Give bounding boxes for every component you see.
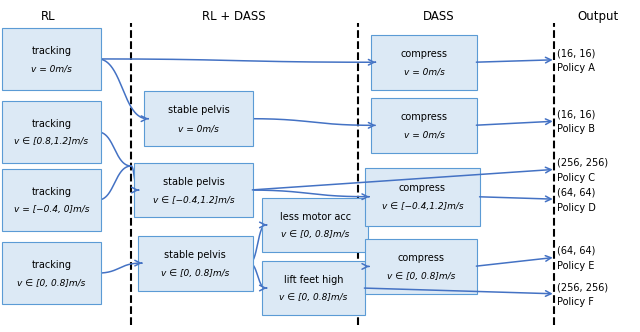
FancyBboxPatch shape bbox=[371, 98, 477, 153]
Text: compress: compress bbox=[401, 112, 447, 122]
Text: v ∈ [0.8,1.2]m/s: v ∈ [0.8,1.2]m/s bbox=[15, 137, 88, 146]
Text: v = [−0.4, 0]m/s: v = [−0.4, 0]m/s bbox=[14, 206, 89, 214]
Text: Policy E: Policy E bbox=[557, 261, 594, 271]
FancyBboxPatch shape bbox=[2, 242, 101, 304]
Text: v = 0m/s: v = 0m/s bbox=[404, 68, 444, 77]
Text: v ∈ [0, 0.8]m/s: v ∈ [0, 0.8]m/s bbox=[280, 293, 348, 302]
FancyBboxPatch shape bbox=[262, 198, 368, 252]
Text: DASS: DASS bbox=[422, 10, 454, 23]
Text: less motor acc: less motor acc bbox=[280, 211, 351, 222]
Text: stable pelvis: stable pelvis bbox=[168, 105, 229, 116]
Text: Policy C: Policy C bbox=[557, 173, 595, 183]
Text: RL: RL bbox=[41, 10, 55, 23]
Text: stable pelvis: stable pelvis bbox=[163, 177, 225, 187]
Text: tracking: tracking bbox=[31, 119, 72, 129]
Text: (64, 64): (64, 64) bbox=[557, 246, 595, 256]
Text: (16, 16): (16, 16) bbox=[557, 48, 595, 58]
Text: v ∈ [0, 0.8]m/s: v ∈ [0, 0.8]m/s bbox=[281, 230, 349, 239]
Text: v = 0m/s: v = 0m/s bbox=[404, 131, 444, 140]
Text: tracking: tracking bbox=[31, 187, 72, 197]
Text: (16, 16): (16, 16) bbox=[557, 110, 595, 120]
FancyBboxPatch shape bbox=[371, 35, 477, 90]
FancyBboxPatch shape bbox=[134, 163, 253, 217]
Text: RL + DASS: RL + DASS bbox=[202, 10, 266, 23]
FancyBboxPatch shape bbox=[365, 168, 480, 226]
Text: v ∈ [0, 0.8]m/s: v ∈ [0, 0.8]m/s bbox=[387, 272, 455, 281]
Text: v ∈ [0, 0.8]m/s: v ∈ [0, 0.8]m/s bbox=[17, 279, 86, 288]
Text: (256, 256): (256, 256) bbox=[557, 282, 608, 292]
Text: tracking: tracking bbox=[31, 260, 72, 270]
Text: Policy D: Policy D bbox=[557, 203, 596, 212]
FancyBboxPatch shape bbox=[262, 261, 365, 315]
Text: Output: Output bbox=[578, 10, 619, 23]
Text: (256, 256): (256, 256) bbox=[557, 158, 608, 168]
Text: stable pelvis: stable pelvis bbox=[164, 250, 226, 260]
Text: lift feet high: lift feet high bbox=[284, 275, 343, 285]
Text: v = 0m/s: v = 0m/s bbox=[31, 64, 72, 73]
Text: v ∈ [0, 0.8]m/s: v ∈ [0, 0.8]m/s bbox=[161, 269, 229, 278]
FancyBboxPatch shape bbox=[2, 169, 101, 231]
Text: compress: compress bbox=[399, 183, 446, 194]
Text: (64, 64): (64, 64) bbox=[557, 188, 595, 198]
Text: v = 0m/s: v = 0m/s bbox=[178, 124, 219, 133]
FancyBboxPatch shape bbox=[138, 236, 253, 290]
Text: v ∈ [−0.4,1.2]m/s: v ∈ [−0.4,1.2]m/s bbox=[381, 202, 463, 211]
FancyBboxPatch shape bbox=[2, 28, 101, 90]
Text: Policy A: Policy A bbox=[557, 63, 595, 73]
FancyBboxPatch shape bbox=[144, 91, 253, 146]
FancyBboxPatch shape bbox=[365, 239, 477, 294]
Text: v ∈ [−0.4,1.2]m/s: v ∈ [−0.4,1.2]m/s bbox=[153, 196, 234, 205]
Text: compress: compress bbox=[397, 253, 444, 263]
Text: compress: compress bbox=[401, 49, 447, 59]
Text: Policy B: Policy B bbox=[557, 124, 595, 134]
FancyBboxPatch shape bbox=[2, 101, 101, 163]
Text: Policy F: Policy F bbox=[557, 297, 594, 307]
Text: tracking: tracking bbox=[31, 45, 72, 56]
